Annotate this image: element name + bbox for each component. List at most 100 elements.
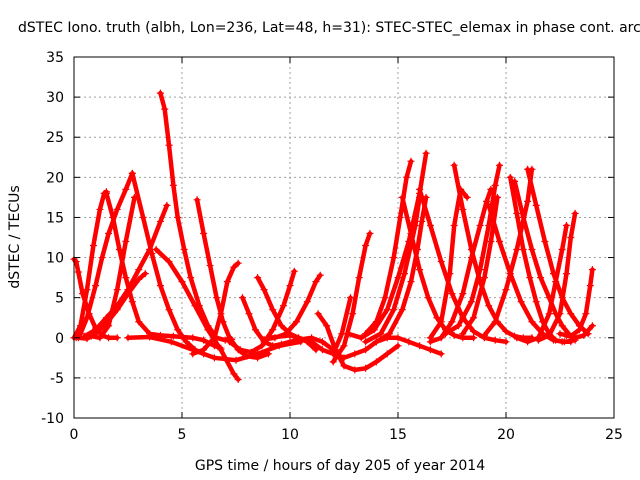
chart-title: dSTEC Iono. truth (albh, Lon=236, Lat=48… (18, 20, 640, 36)
data-point (383, 306, 391, 314)
data-point (362, 338, 370, 346)
data-point (558, 322, 566, 330)
data-point (161, 105, 169, 113)
data-point (286, 331, 294, 339)
data-point (156, 217, 164, 225)
data-point (366, 229, 374, 237)
data-point (491, 181, 499, 189)
data-point (588, 266, 596, 274)
axis-layer: 0 5 10 15 20 25 -10 -5 0 5 10 15 20 25 30 35 (41, 50, 623, 443)
data-point (174, 213, 182, 221)
y-tick-label: 20 (46, 170, 64, 186)
data-point (349, 310, 357, 318)
data-point (83, 314, 91, 322)
data-point (459, 330, 467, 338)
data-point (346, 294, 354, 302)
data-point (210, 334, 218, 342)
data-point (260, 286, 268, 294)
data-point (524, 197, 532, 205)
data-point (403, 173, 411, 181)
data-point (113, 302, 121, 310)
data-point (524, 165, 532, 173)
y-tick-label: 35 (46, 50, 64, 66)
data-point (390, 306, 398, 314)
data-point (221, 336, 229, 344)
plot-frame (73, 56, 615, 419)
data-point (232, 356, 240, 364)
data-point (362, 346, 370, 354)
data-point (567, 234, 575, 241)
data-point (407, 157, 415, 165)
data-point (496, 161, 504, 169)
data-point (115, 246, 123, 254)
y-tick-label: 0 (55, 331, 64, 347)
data-point (496, 238, 504, 246)
data-point (135, 275, 143, 283)
series-layer (70, 89, 596, 383)
series-line (240, 295, 345, 361)
data-point (407, 278, 415, 286)
data-point (433, 314, 441, 322)
data-point (338, 330, 346, 338)
data-point (485, 201, 493, 209)
data-point (105, 322, 113, 330)
data-point (217, 346, 225, 354)
y-tick-label: 5 (55, 291, 64, 307)
series-arc-10 (152, 246, 242, 383)
data-point (556, 310, 564, 318)
data-point (526, 274, 534, 282)
y-tick-label: 30 (46, 90, 64, 106)
data-point (174, 326, 182, 334)
data-point (519, 213, 527, 221)
data-point (277, 322, 285, 330)
data-point (122, 238, 130, 246)
data-point (398, 306, 406, 314)
series-line (536, 211, 578, 343)
data-point (398, 193, 406, 201)
data-point (556, 330, 564, 338)
data-point (122, 274, 130, 282)
data-point (191, 302, 199, 310)
data-point (588, 322, 596, 330)
data-point (454, 322, 462, 330)
data-point (113, 286, 121, 294)
data-point (487, 238, 495, 246)
data-point (383, 350, 391, 358)
data-point (187, 274, 195, 282)
data-point (234, 375, 242, 383)
data-point (470, 314, 478, 322)
x-axis-title: GPS time / hours of day 205 of year 2014 (195, 458, 485, 474)
data-point (236, 346, 244, 354)
data-point (269, 342, 277, 350)
data-point (316, 271, 324, 279)
data-point (362, 242, 370, 250)
series-line (512, 179, 571, 337)
data-point (502, 327, 510, 335)
series-line (508, 175, 574, 345)
data-point (340, 342, 348, 350)
data-point (167, 338, 175, 346)
data-point (385, 330, 393, 338)
data-point (351, 350, 359, 358)
data-point (416, 266, 424, 274)
data-point (254, 350, 262, 358)
data-point (182, 338, 190, 346)
data-point (355, 274, 363, 282)
data-point (437, 258, 445, 266)
data-point (318, 346, 326, 354)
y-axis-title: dSTEC / TECUs (7, 185, 23, 288)
series-line (330, 231, 373, 365)
data-point (519, 246, 527, 254)
data-point (372, 338, 380, 346)
series-arc-39 (534, 209, 579, 344)
data-point (217, 310, 225, 318)
data-point (260, 335, 268, 343)
data-point (146, 246, 154, 254)
data-point (571, 209, 579, 217)
data-point (329, 350, 337, 358)
data-point (92, 282, 100, 290)
data-point (102, 314, 110, 322)
data-point (377, 330, 385, 338)
series-line (363, 195, 422, 345)
data-point (193, 196, 201, 204)
